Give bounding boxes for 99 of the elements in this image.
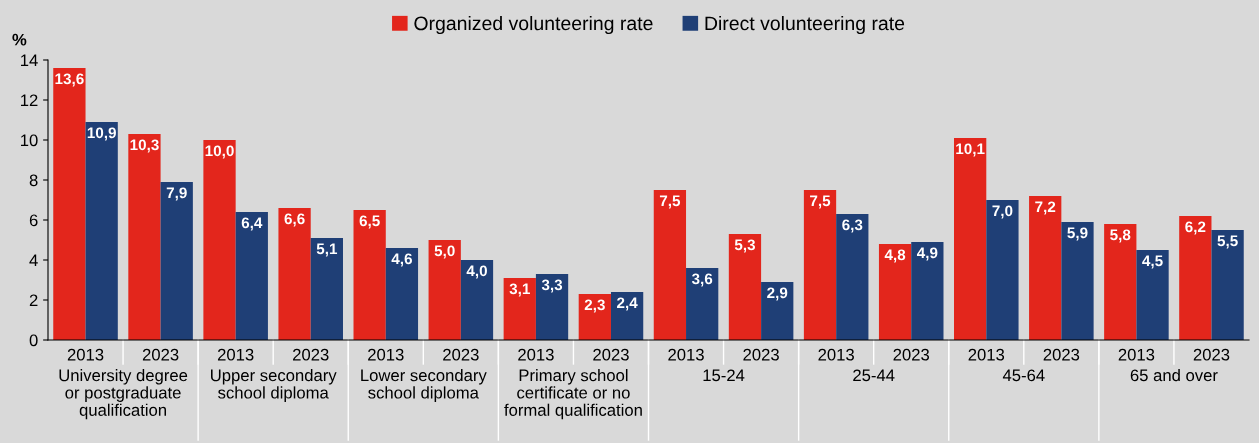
data-label: 4,0 <box>466 265 487 279</box>
bar <box>203 140 236 340</box>
data-label: 6,6 <box>284 213 305 227</box>
text: 25-44 <box>853 369 895 382</box>
bar <box>310 238 343 340</box>
x-tick-label: 2023 <box>893 348 930 361</box>
text: Lower secondary school diploma <box>361 369 487 402</box>
x-tick-label: 2013 <box>668 348 704 361</box>
data-label: 13,6 <box>55 73 84 87</box>
bar <box>460 260 494 340</box>
bar <box>610 292 644 340</box>
bar <box>878 244 912 340</box>
bar <box>235 212 268 340</box>
bar <box>686 268 719 340</box>
data-label: 5,8 <box>1110 229 1131 243</box>
bar <box>1211 230 1244 340</box>
data-label: 2,3 <box>584 299 605 313</box>
data-label: 10,9 <box>87 127 116 141</box>
bar <box>728 234 762 340</box>
data-label: 7,0 <box>992 205 1013 219</box>
text: University degree or postgraduate qualification <box>59 369 188 420</box>
data-label: 4,5 <box>1142 255 1163 269</box>
data-label: 10,3 <box>130 139 159 153</box>
x-tick-label: 2023 <box>293 348 329 361</box>
x-tick-label: 2013 <box>968 348 1005 361</box>
data-label: 5,5 <box>1217 235 1238 249</box>
y-tick-label: 4 <box>29 254 38 267</box>
bar <box>954 138 987 340</box>
x-tick-label: 2013 <box>67 348 104 361</box>
bar <box>1029 196 1062 340</box>
bar <box>1136 250 1169 340</box>
data-label: 3,3 <box>541 279 563 293</box>
bar <box>503 278 536 340</box>
data-label: 5,3 <box>734 239 756 253</box>
bar <box>761 282 794 340</box>
x-tick-label: 2023 <box>1193 348 1230 361</box>
bar <box>128 134 161 340</box>
data-label: 4,9 <box>916 247 938 261</box>
text: 65 and over <box>1130 369 1218 382</box>
bar <box>986 200 1019 340</box>
data-label: 7,2 <box>1035 201 1056 215</box>
data-label: 2,4 <box>617 297 638 311</box>
data-label: 6,3 <box>842 219 863 233</box>
bar <box>535 274 569 340</box>
data-label: 3,1 <box>509 283 530 297</box>
bar <box>911 242 944 340</box>
data-label: 5,0 <box>434 245 455 259</box>
y-tick-label: 2 <box>29 294 38 307</box>
data-label: 3,6 <box>691 273 713 287</box>
x-tick-label: 2013 <box>217 348 254 361</box>
x-tick-label: 2023 <box>593 348 629 361</box>
y-tick-label: 14 <box>21 54 38 67</box>
x-tick-label: 2023 <box>743 348 779 361</box>
bar <box>353 210 386 340</box>
text: Primary school certificate or no formal qualification <box>504 369 642 420</box>
y-tick-label: 8 <box>29 174 38 187</box>
bar <box>428 240 461 340</box>
data-label: 6,5 <box>359 215 380 229</box>
data-label: 10,0 <box>205 145 234 159</box>
y-axis-title: % <box>12 33 27 46</box>
bar <box>578 294 611 340</box>
y-tick-label: 12 <box>21 94 38 107</box>
bar <box>85 122 118 340</box>
x-tick-label: 2023 <box>142 348 179 361</box>
x-tick-label: 2013 <box>1118 348 1155 361</box>
bar <box>803 190 837 340</box>
data-label: 6,2 <box>1185 221 1206 235</box>
text: Upper secondary school diploma <box>211 369 337 402</box>
bar <box>385 248 419 340</box>
bar <box>1179 216 1212 340</box>
data-label: 7,9 <box>166 187 187 201</box>
bar <box>836 214 869 340</box>
bar <box>1104 224 1137 340</box>
text: 45-64 <box>1002 369 1045 382</box>
data-label: 5,1 <box>316 243 338 257</box>
data-label: 7,5 <box>659 195 681 209</box>
data-label: 5,9 <box>1067 227 1088 241</box>
data-label: 4,8 <box>884 249 906 263</box>
bar <box>1061 222 1094 340</box>
data-label: 6,4 <box>241 217 263 231</box>
x-tick-label: 2013 <box>518 348 554 361</box>
y-tick-label: 0 <box>29 334 38 347</box>
text: 15-24 <box>703 369 745 382</box>
bar <box>53 68 86 340</box>
x-tick-label: 2023 <box>443 348 479 361</box>
x-tick-label: 2013 <box>818 348 854 361</box>
bar <box>160 182 193 340</box>
data-label: 10,1 <box>956 143 985 157</box>
legend-label: Direct volunteering rate <box>705 15 905 35</box>
x-tick-label: 2013 <box>368 348 404 361</box>
bar <box>653 190 687 340</box>
data-label: 7,5 <box>810 195 831 209</box>
data-label: 2,9 <box>767 287 788 301</box>
legend-label: Organized volunteering rate <box>414 15 653 35</box>
data-label: 4,6 <box>391 253 412 267</box>
y-tick-label: 10 <box>21 134 38 147</box>
bar <box>278 208 311 340</box>
y-tick-label: 6 <box>29 214 38 227</box>
x-tick-label: 2023 <box>1043 348 1080 361</box>
